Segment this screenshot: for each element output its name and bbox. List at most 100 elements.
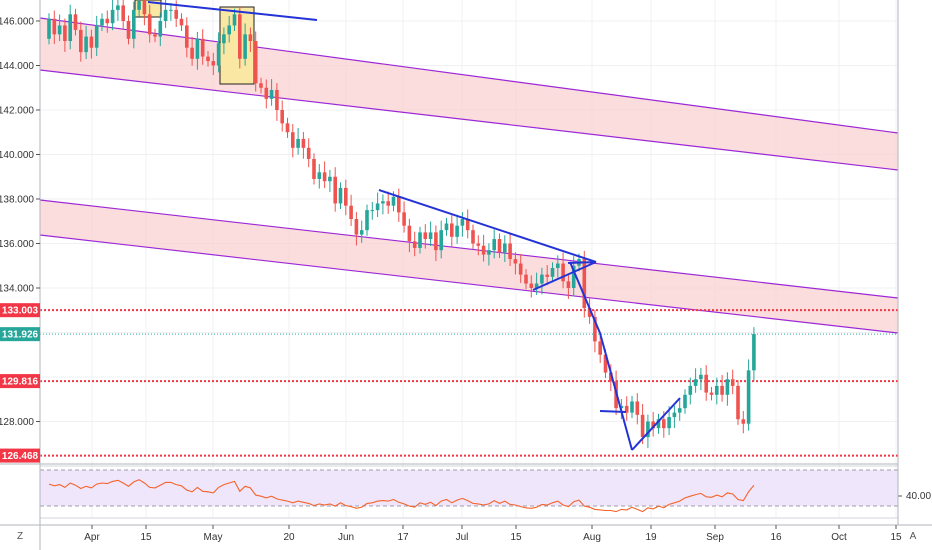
x-axis-tick-label: Jun bbox=[338, 532, 354, 543]
candle-body bbox=[725, 379, 730, 395]
channel-lower-line bbox=[39, 234, 899, 334]
candle-body bbox=[518, 263, 523, 275]
candle-body bbox=[110, 9, 115, 24]
candle-body bbox=[699, 374, 703, 380]
candle-body bbox=[598, 341, 602, 355]
candle-body bbox=[264, 87, 269, 99]
candle-body bbox=[158, 21, 163, 37]
rsi-band bbox=[40, 470, 898, 506]
candle-body bbox=[582, 259, 587, 309]
candle-body bbox=[428, 232, 433, 240]
candle-body bbox=[296, 138, 300, 148]
candle-body bbox=[550, 267, 555, 277]
trendline bbox=[378, 189, 597, 263]
candle-body bbox=[137, 0, 141, 10]
candle-body bbox=[471, 230, 475, 244]
highlight-box bbox=[219, 6, 255, 85]
x-axis-tick-label: 16 bbox=[770, 532, 782, 543]
candle-body bbox=[503, 243, 507, 253]
candle-body bbox=[439, 230, 443, 251]
x-axis-tick-label: 15 bbox=[890, 532, 902, 543]
candle-body bbox=[63, 25, 67, 42]
candle-body bbox=[667, 417, 671, 429]
candle-body bbox=[344, 187, 348, 206]
candle-body bbox=[375, 203, 380, 211]
candle-body bbox=[174, 9, 178, 19]
candle-body bbox=[624, 405, 629, 413]
x-axis-tick-label: 15 bbox=[510, 532, 522, 543]
candle-body bbox=[497, 239, 502, 253]
candle-body bbox=[354, 219, 359, 235]
candle-body bbox=[116, 5, 120, 10]
candle-body bbox=[142, 0, 147, 15]
candle-body bbox=[672, 412, 677, 418]
x-axis-tick-label: Sep bbox=[706, 532, 724, 543]
candle-body bbox=[79, 29, 83, 53]
candle-body bbox=[561, 263, 565, 282]
candle-body bbox=[566, 281, 571, 288]
candle-body bbox=[365, 210, 369, 231]
y-axis-tick-label: 146.000 bbox=[0, 17, 34, 28]
candle-body bbox=[47, 18, 51, 39]
candle-body bbox=[434, 232, 438, 251]
candle-body bbox=[752, 334, 756, 371]
x-axis-tick-label: 15 bbox=[140, 532, 152, 543]
candle-body bbox=[646, 421, 650, 438]
candle-body bbox=[524, 274, 528, 284]
candle-body bbox=[460, 219, 465, 226]
candle-body bbox=[301, 138, 306, 148]
x-axis-tick-label: 20 bbox=[283, 532, 295, 543]
candle-body bbox=[630, 401, 634, 413]
rsi-line bbox=[48, 479, 755, 513]
candle-body bbox=[147, 14, 152, 35]
candle-body bbox=[322, 172, 327, 182]
candle-body bbox=[126, 21, 131, 39]
price-level-label-bg bbox=[0, 327, 40, 342]
candle-body bbox=[683, 394, 687, 409]
highlight-boxes bbox=[134, 0, 255, 85]
candle-body bbox=[206, 56, 210, 62]
candle-body bbox=[275, 89, 279, 110]
price-levels bbox=[40, 309, 898, 457]
candle-body bbox=[508, 243, 512, 260]
candle-body bbox=[248, 34, 253, 42]
y-axis-tick-label: 128.000 bbox=[0, 417, 34, 428]
rsi-band-label: 40.00 bbox=[906, 491, 931, 502]
candle-body bbox=[328, 176, 332, 182]
level-labels: 133.003 131.926 129.816 126.468 bbox=[0, 303, 40, 463]
candle-body bbox=[68, 14, 72, 42]
candle-body bbox=[693, 379, 698, 386]
channel-upper-line bbox=[39, 199, 899, 299]
candle-body bbox=[741, 419, 746, 424]
candle-body bbox=[200, 38, 205, 57]
candle-body bbox=[232, 14, 237, 26]
candle-body bbox=[619, 405, 624, 409]
candle-body bbox=[195, 38, 200, 59]
candle-body bbox=[402, 212, 406, 226]
trendline bbox=[567, 261, 597, 264]
channel-band bbox=[40, 200, 898, 333]
candle-body bbox=[359, 230, 364, 235]
price-level-label: 133.003 bbox=[2, 306, 39, 317]
candle-body bbox=[94, 25, 99, 48]
trendline bbox=[569, 261, 601, 334]
x-axis-tick-label: 19 bbox=[645, 532, 657, 543]
candle-body bbox=[84, 36, 88, 53]
candle-body bbox=[370, 210, 375, 212]
candle-body bbox=[100, 18, 104, 26]
candle-body bbox=[243, 34, 247, 59]
candle-body bbox=[333, 176, 337, 204]
price-level-label-bg bbox=[0, 448, 40, 463]
channel-band bbox=[40, 18, 898, 170]
candle-body bbox=[450, 223, 454, 237]
candle-body bbox=[529, 283, 534, 288]
candle-body bbox=[720, 385, 724, 395]
candle-body bbox=[656, 419, 661, 429]
candle-body bbox=[169, 9, 173, 11]
channel-lower-line bbox=[39, 69, 899, 171]
candle-body bbox=[227, 25, 231, 35]
candle-body bbox=[587, 308, 592, 317]
candle-body bbox=[179, 18, 184, 26]
